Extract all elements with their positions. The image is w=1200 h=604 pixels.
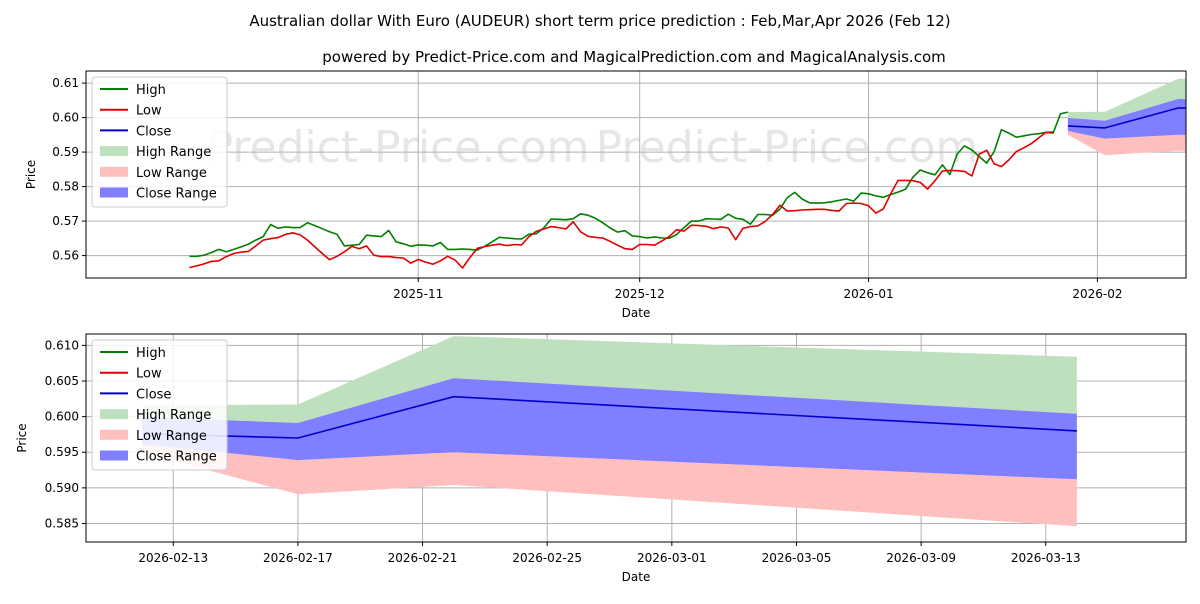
y-tick-label: 0.60 (52, 111, 79, 125)
y-axis-label: Price (15, 423, 29, 452)
legend: High Low Close High Range Low Range Close Ran… (91, 76, 228, 208)
series-group (142, 336, 1077, 527)
x-tick-label: 2026-03-13 (1011, 551, 1081, 565)
low-range-band (1067, 130, 1186, 156)
y-tick-label: 0.58 (52, 180, 79, 194)
legend-label: Low Range (136, 429, 207, 444)
history-chart-panel: Predict-Price.comPredict-Price.comPredic… (24, 70, 1187, 324)
legend-label: High (136, 346, 166, 361)
plot-frame (85, 70, 1187, 279)
legend-label: High Range (136, 145, 211, 160)
y-tick-label: 0.61 (52, 76, 79, 90)
watermark-text: Predict-Price.com (207, 122, 590, 173)
axis-ticks: 0.585 0.590 0.595 0.600 0.605 0.610 2026-02-13… (45, 338, 1081, 565)
chart-title: Australian dollar With Euro (AUDEUR) sho… (249, 12, 950, 30)
legend-swatch-high_range (100, 146, 128, 157)
close-range-band (142, 378, 1077, 480)
y-tick-label: 0.610 (45, 338, 79, 352)
x-tick-label: 2026-03-01 (637, 551, 707, 565)
watermark-text: Predict-Price.com (407, 273, 790, 324)
x-tick-label: 2025-11 (393, 287, 443, 301)
watermark-text: Predict-Price.com (596, 122, 979, 173)
y-axis-label: Price (24, 160, 38, 189)
legend-swatch-high_range (100, 409, 128, 420)
x-tick-label: 2026-01 (843, 287, 893, 301)
legend-label: Close Range (136, 450, 217, 465)
legend-swatch-low_range (100, 166, 128, 177)
chart-subtitle: powered by Predict-Price.com and Magical… (322, 48, 946, 66)
y-tick-label: 0.600 (45, 410, 79, 424)
x-tick-label: 2026-02-13 (138, 551, 208, 565)
y-tick-label: 0.56 (52, 249, 79, 263)
x-tick-label: 2026-02-17 (263, 551, 333, 565)
axis-ticks: 0.56 0.57 0.58 0.59 0.60 0.61 2025-11 2025-12 20… (52, 76, 1122, 301)
close-series-line (1067, 107, 1186, 129)
low-range-band (142, 443, 1077, 527)
y-tick-label: 0.57 (52, 214, 79, 228)
legend-label: Close Range (136, 187, 217, 202)
x-tick-label: 2026-02-21 (388, 551, 458, 565)
legend-label: High Range (136, 408, 211, 423)
legend-label: Low Range (136, 166, 207, 181)
x-tick-label: 2026-03-09 (886, 551, 956, 565)
x-axis-label: Date (622, 306, 651, 320)
y-tick-label: 0.605 (45, 374, 79, 388)
close-range-band (1067, 98, 1186, 139)
y-tick-label: 0.595 (45, 445, 79, 459)
x-tick-label: 2025-12 (615, 287, 665, 301)
legend-label: High (136, 83, 166, 98)
x-tick-label: 2026-03-05 (762, 551, 832, 565)
plot-frame (85, 333, 1187, 543)
y-tick-label: 0.590 (45, 481, 79, 495)
x-tick-label: 2026-02-25 (512, 551, 582, 565)
legend-label: Close (136, 387, 171, 402)
high-range-band (1067, 78, 1186, 132)
legend-swatch-close_range (100, 187, 128, 198)
low-series-line (189, 131, 1054, 269)
grid-lines (86, 71, 1186, 278)
legend-label: Low (136, 367, 162, 382)
legend: High Low Close High Range Low Range Close Ran… (91, 339, 228, 471)
high-series-line (189, 111, 1069, 258)
y-tick-label: 0.585 (45, 516, 79, 530)
series-group (189, 78, 1186, 269)
legend-swatch-low_range (100, 429, 128, 440)
y-tick-label: 0.59 (52, 145, 79, 159)
legend-swatch-close_range (100, 450, 128, 461)
x-tick-label: 2026-02 (1072, 287, 1122, 301)
watermark-group: Predict-Price.comPredict-Price.comPredic… (207, 122, 979, 324)
legend-label: Low (136, 104, 162, 119)
high-range-band (142, 336, 1077, 446)
forecast-chart-panel: Predict-Price.comPredict-Price.com0.5850… (15, 333, 1187, 584)
legend-label: Close (136, 124, 171, 139)
x-axis-label: Date (622, 570, 651, 584)
